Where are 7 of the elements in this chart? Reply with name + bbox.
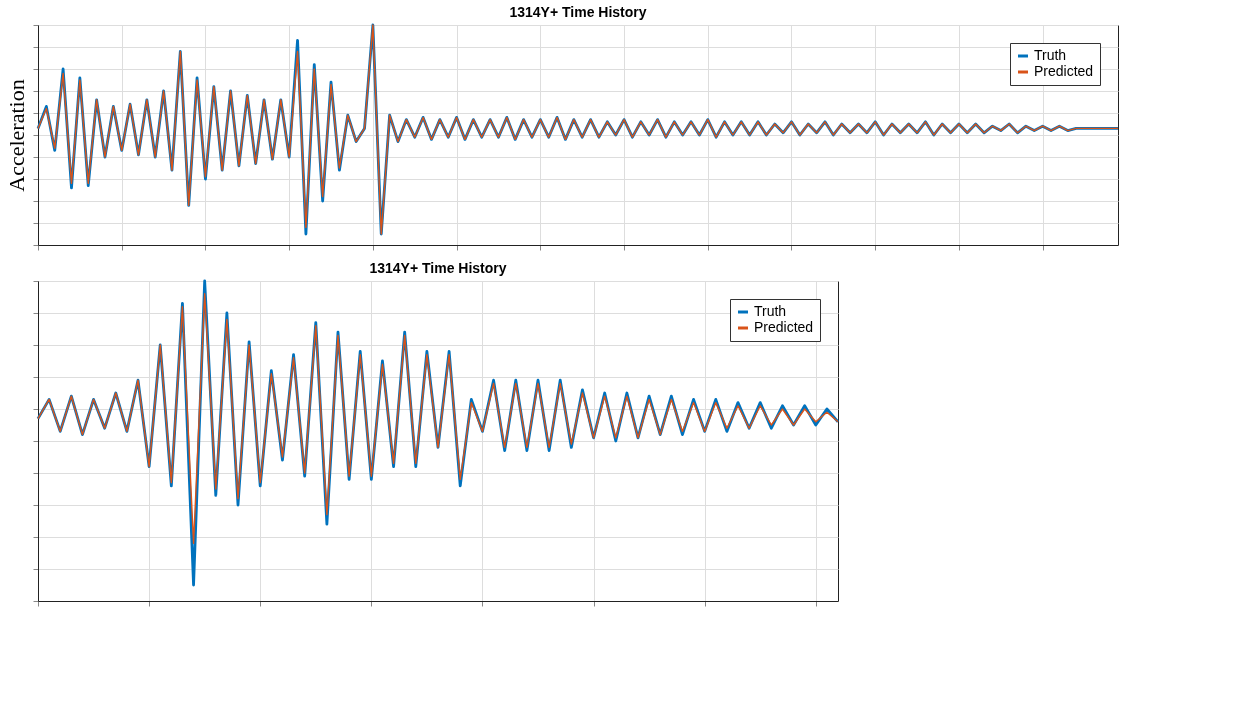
chart-title: 1314Y+ Time History	[509, 3, 647, 20]
legend-label: Predicted	[754, 319, 814, 335]
legend-label: Truth	[1034, 47, 1067, 63]
chart-title: 1314Y+ Time History	[369, 259, 507, 276]
legend-label: Truth	[754, 303, 787, 319]
y-axis-title: Acceleration	[4, 79, 29, 192]
legend-label: Predicted	[1034, 63, 1094, 79]
